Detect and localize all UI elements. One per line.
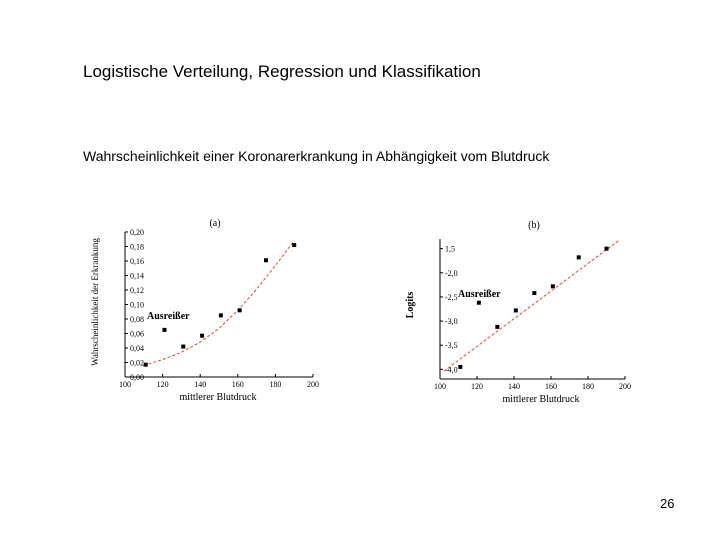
data-point — [458, 364, 463, 369]
y-tick-label: -2,0 — [445, 269, 458, 278]
data-point — [476, 300, 481, 305]
x-tick-label: 100 — [434, 382, 446, 391]
y-tick-label: 0,10 — [130, 301, 144, 310]
data-point — [237, 308, 242, 313]
x-axis-label: mittlerer Blutdruck — [503, 394, 580, 405]
data-point — [292, 243, 297, 248]
x-tick-label: 140 — [508, 382, 520, 391]
data-point — [218, 313, 223, 318]
page-number: 26 — [660, 496, 675, 511]
y-tick-label: 0,04 — [130, 344, 144, 353]
y-axis-label: Wahrscheinlichkeit der Erkrankung — [90, 238, 100, 366]
y-tick-label: 0,20 — [130, 228, 144, 237]
fit-curve — [143, 240, 295, 366]
chart-logits: (b) Ausreißer mittlerer Blutdruck Logits… — [405, 220, 631, 405]
x-tick-label: 180 — [269, 380, 281, 389]
fit-curve — [443, 239, 620, 372]
y-tick-label: 0,08 — [130, 315, 144, 324]
x-tick-label: 160 — [232, 380, 244, 389]
y-tick-label: 0,00 — [130, 373, 144, 382]
x-tick-label: 140 — [194, 380, 206, 389]
panel-label: (a) — [209, 218, 220, 229]
data-point — [513, 308, 518, 313]
x-tick-label: 200 — [619, 382, 631, 391]
data-point — [604, 246, 609, 251]
chart-probability: (a) Ausreißer mittlerer Blutdruck Wahrsc… — [90, 218, 319, 403]
x-tick-label: 100 — [119, 380, 131, 389]
annotation-outlier: Ausreißer — [458, 289, 501, 300]
x-axis-label: mittlerer Blutdruck — [180, 392, 257, 403]
y-tick-label: -4,0 — [445, 365, 458, 374]
x-tick-label: 160 — [545, 382, 557, 391]
y-tick-label: 0,14 — [130, 272, 144, 281]
data-point — [143, 362, 148, 367]
y-tick-label: 0,06 — [130, 330, 144, 339]
y-tick-label: 0,02 — [130, 359, 144, 368]
annotation-outlier: Ausreißer — [147, 311, 190, 322]
data-point — [495, 324, 500, 329]
y-tick-label: -3,0 — [445, 317, 458, 326]
y-tick-label: -3,5 — [445, 341, 458, 350]
y-tick-label: 0,18 — [130, 243, 144, 252]
data-point — [264, 258, 268, 263]
data-point — [550, 284, 555, 289]
y-axis-label: Logits — [405, 292, 416, 319]
slide-subtitle: Wahrscheinlichkeit einer Koronarerkranku… — [83, 148, 550, 164]
x-tick-label: 120 — [471, 382, 483, 391]
y-tick-label: -2,5 — [445, 293, 458, 302]
y-tick-label: 0,12 — [130, 286, 144, 295]
data-point — [162, 327, 167, 332]
data-point — [576, 255, 581, 260]
slide-title: Logistische Verteilung, Regression und K… — [83, 62, 481, 81]
y-tick-label: 1,5 — [445, 245, 455, 254]
y-tick-label: 0,16 — [130, 257, 144, 266]
x-tick-label: 180 — [582, 382, 594, 391]
data-point — [200, 333, 205, 338]
data-point — [532, 291, 537, 296]
data-point — [181, 344, 186, 349]
x-tick-label: 120 — [157, 380, 169, 389]
x-tick-label: 200 — [307, 380, 319, 389]
panel-label: (b) — [528, 220, 540, 231]
